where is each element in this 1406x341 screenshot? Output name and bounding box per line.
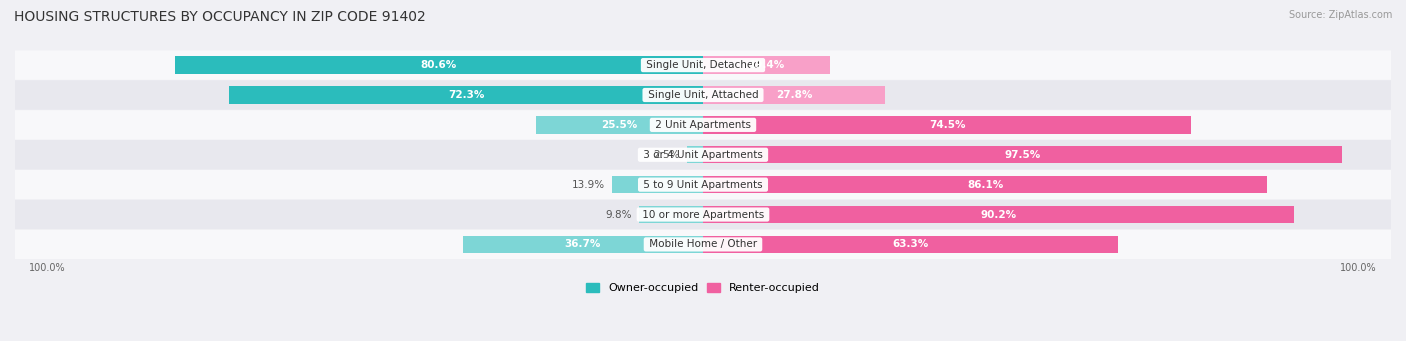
Text: Single Unit, Detached: Single Unit, Detached xyxy=(643,60,763,70)
Legend: Owner-occupied, Renter-occupied: Owner-occupied, Renter-occupied xyxy=(581,278,825,298)
Text: 3 or 4 Unit Apartments: 3 or 4 Unit Apartments xyxy=(640,150,766,160)
Bar xyxy=(229,86,703,104)
Text: 86.1%: 86.1% xyxy=(967,180,1004,190)
Text: 100.0%: 100.0% xyxy=(1340,263,1376,273)
Bar xyxy=(686,146,703,163)
Text: Source: ZipAtlas.com: Source: ZipAtlas.com xyxy=(1288,10,1392,20)
Text: 25.5%: 25.5% xyxy=(602,120,637,130)
Text: 5 to 9 Unit Apartments: 5 to 9 Unit Apartments xyxy=(640,180,766,190)
Bar xyxy=(703,146,1341,163)
Bar xyxy=(703,57,830,74)
Text: Single Unit, Attached: Single Unit, Attached xyxy=(644,90,762,100)
Text: 97.5%: 97.5% xyxy=(1004,150,1040,160)
Text: HOUSING STRUCTURES BY OCCUPANCY IN ZIP CODE 91402: HOUSING STRUCTURES BY OCCUPANCY IN ZIP C… xyxy=(14,10,426,24)
FancyBboxPatch shape xyxy=(15,80,1391,110)
FancyBboxPatch shape xyxy=(15,50,1391,80)
Text: 63.3%: 63.3% xyxy=(893,239,928,249)
Bar xyxy=(536,116,703,134)
Bar xyxy=(703,236,1118,253)
Text: Mobile Home / Other: Mobile Home / Other xyxy=(645,239,761,249)
Text: 72.3%: 72.3% xyxy=(449,90,484,100)
Bar xyxy=(612,176,703,193)
Bar xyxy=(463,236,703,253)
Text: 90.2%: 90.2% xyxy=(980,209,1017,220)
Bar xyxy=(174,57,703,74)
Text: 19.4%: 19.4% xyxy=(748,60,785,70)
Bar xyxy=(638,206,703,223)
Text: 100.0%: 100.0% xyxy=(30,263,66,273)
Bar xyxy=(703,86,886,104)
FancyBboxPatch shape xyxy=(15,200,1391,229)
Text: 2 Unit Apartments: 2 Unit Apartments xyxy=(652,120,754,130)
FancyBboxPatch shape xyxy=(15,140,1391,169)
Bar xyxy=(703,206,1294,223)
FancyBboxPatch shape xyxy=(15,110,1391,139)
Bar xyxy=(703,116,1191,134)
Text: 10 or more Apartments: 10 or more Apartments xyxy=(638,209,768,220)
Text: 9.8%: 9.8% xyxy=(606,209,633,220)
Bar xyxy=(703,176,1267,193)
Text: 80.6%: 80.6% xyxy=(420,60,457,70)
Text: 74.5%: 74.5% xyxy=(929,120,966,130)
Text: 36.7%: 36.7% xyxy=(565,239,600,249)
Text: 13.9%: 13.9% xyxy=(572,180,606,190)
Text: 27.8%: 27.8% xyxy=(776,90,813,100)
FancyBboxPatch shape xyxy=(15,230,1391,259)
Text: 2.5%: 2.5% xyxy=(654,150,681,160)
FancyBboxPatch shape xyxy=(15,170,1391,199)
